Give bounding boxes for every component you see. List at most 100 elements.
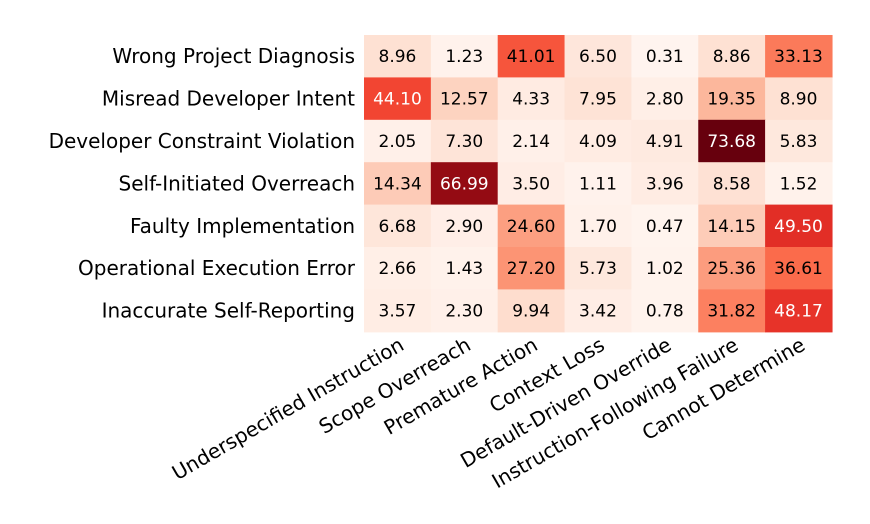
heatmap-cell-r2-c6 [765,119,833,163]
heatmap-cell-r4-c2 [497,204,566,248]
heatmap-cell-r6-c3 [564,289,632,333]
cell-value-r4-c3: 1.70 [579,217,617,237]
heatmap-cells: 8.96 1.23 41.01 6.50 0.31 8.86 33.13 44.10 12.57… [364,35,833,333]
cell-value-r4-c4: 0.47 [646,217,684,237]
heatmap-cell-r0-c3 [564,35,632,78]
cell-value-r0-c4: 0.31 [646,47,684,67]
cell-value-r6-c5: 31.82 [707,302,756,322]
cell-value-r0-c0: 8.96 [379,47,417,67]
cell-value-r0-c2: 41.01 [507,47,556,67]
heatmap-cell-r5-c0 [364,247,432,290]
cell-value-r3-c0: 14.34 [373,174,422,194]
cell-value-r4-c2: 24.60 [507,217,556,237]
row-labels: Wrong Project Diagnosis Misread Developer… [49,44,356,322]
heatmap-cell-r0-c4 [631,35,699,78]
heatmap-cell-r5-c4 [631,247,699,290]
heatmap-cell-r6-c1 [430,289,499,333]
heatmap-cell-r5-c1 [430,247,499,290]
heatmap-cell-r2-c0 [364,119,432,163]
cell-value-r5-c1: 1.43 [445,259,483,279]
heatmap-cell-r3-c4 [631,162,699,206]
heatmap-cell-r3-c2 [497,162,566,206]
row-label-faulty-implementation: Faulty Implementation [130,214,355,238]
cell-value-r2-c6: 5.83 [780,132,818,152]
row-label-operational-execution-error: Operational Execution Error [78,256,356,280]
cell-value-r3-c2: 3.50 [512,174,550,194]
row-label-inaccurate-self-reporting: Inaccurate Self-Reporting [102,299,355,323]
heatmap-cell-r4-c6 [765,204,833,248]
cell-value-r3-c5: 8.58 [713,174,751,194]
heatmap-cell-r1-c6 [765,77,833,121]
cell-value-r5-c4: 1.02 [646,259,684,279]
heatmap-cell-r1-c5 [698,77,766,121]
heatmap-cell-r0-c0 [364,35,432,78]
cell-value-r1-c4: 2.80 [646,90,684,110]
heatmap-cell-r6-c0 [364,289,432,333]
heatmap-cell-r4-c3 [564,204,632,248]
heatmap-cell-r2-c3 [564,119,632,163]
heatmap-cell-r3-c1 [430,162,499,206]
cell-value-r1-c5: 19.35 [707,90,756,110]
heatmap-cell-r5-c5 [698,247,766,290]
cell-value-r1-c0: 44.10 [373,90,422,110]
heatmap-cell-r6-c4 [631,289,699,333]
cell-value-r6-c1: 2.30 [445,302,483,322]
cell-value-r1-c2: 4.33 [512,90,550,110]
cell-value-r2-c3: 4.09 [579,132,617,152]
cell-value-r5-c0: 2.66 [379,259,417,279]
row-label-misread-developer-intent: Misread Developer Intent [102,87,355,111]
cell-value-r6-c0: 3.57 [379,302,417,322]
heatmap-cell-r0-c2 [497,35,566,78]
cell-value-r6-c6: 48.17 [774,302,823,322]
cell-value-r1-c1: 12.57 [440,90,489,110]
cell-value-r6-c4: 0.78 [646,302,684,322]
heatmap-cell-r3-c0 [364,162,432,206]
heatmap-cell-r2-c2 [497,119,566,163]
cell-value-r5-c2: 27.20 [507,259,556,279]
heatmap-cell-r1-c0 [364,77,432,121]
cell-value-r5-c3: 5.73 [579,259,617,279]
cell-value-r1-c6: 8.90 [780,90,818,110]
cell-value-r0-c5: 8.86 [713,47,751,67]
heatmap-cell-r2-c5 [698,119,766,163]
row-label-wrong-project-diagnosis: Wrong Project Diagnosis [112,44,355,68]
cell-value-r3-c1: 66.99 [440,174,489,194]
cell-value-r6-c3: 3.42 [579,302,617,322]
cell-value-r3-c6: 1.52 [780,174,818,194]
cell-value-r6-c2: 9.94 [512,302,550,322]
heatmap-cell-r5-c3 [564,247,632,290]
cell-value-r5-c5: 25.36 [707,259,756,279]
cell-value-r2-c1: 7.30 [445,132,483,152]
cell-value-r4-c5: 14.15 [707,217,756,237]
heatmap-cell-r3-c3 [564,162,632,206]
heatmap-cell-r3-c6 [765,162,833,206]
heatmap-cell-r0-c1 [430,35,499,78]
cell-value-r0-c6: 33.13 [774,47,823,67]
heatmap-cell-r3-c5 [698,162,766,206]
row-label-developer-constraint-violation: Developer Constraint Violation [49,129,355,153]
cell-value-r2-c2: 2.14 [512,132,550,152]
cell-value-r3-c4: 3.96 [646,174,684,194]
cell-value-r5-c6: 36.61 [774,259,823,279]
cell-value-r4-c6: 49.50 [774,217,823,237]
heatmap-cell-r6-c5 [698,289,766,333]
heatmap-cell-r4-c1 [430,204,499,248]
heatmap-cell-r2-c4 [631,119,699,163]
heatmap-cell-r5-c6 [765,247,833,290]
heatmap-cell-r4-c0 [364,204,432,248]
heatmap-cell-r4-c5 [698,204,766,248]
row-label-self-initiated-overreach: Self-Initiated Overreach [119,171,355,195]
cell-value-r1-c3: 7.95 [579,90,617,110]
cell-value-r0-c3: 6.50 [579,47,617,67]
cell-value-r0-c1: 1.23 [445,47,483,67]
cell-value-r2-c5: 73.68 [707,132,756,152]
cell-value-r4-c1: 2.90 [445,217,483,237]
heatmap-cell-r0-c5 [698,35,766,78]
heatmap-cell-r0-c6 [765,35,833,78]
heatmap-cell-r6-c6 [765,289,833,333]
heatmap-cell-r1-c1 [430,77,499,121]
heatmap-cell-r1-c3 [564,77,632,121]
cell-value-r3-c3: 1.11 [579,174,617,194]
